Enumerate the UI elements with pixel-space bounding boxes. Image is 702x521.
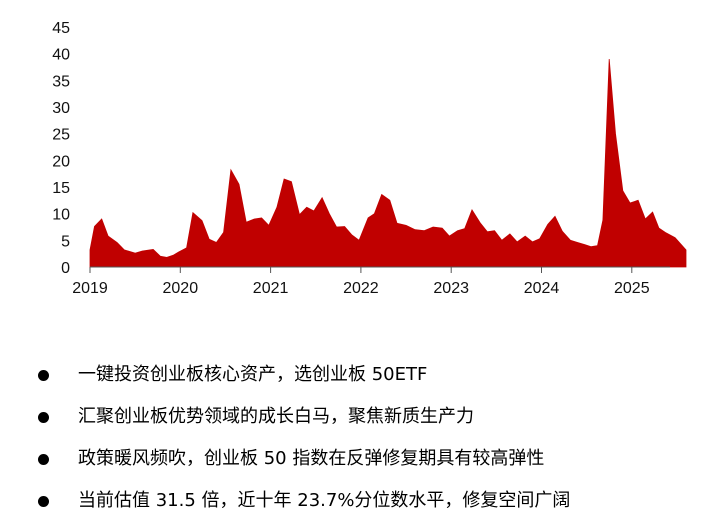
x-tick-label: 2022	[343, 280, 379, 297]
y-tick-label: 0	[61, 260, 70, 277]
bullet-text: 一键投资创业板核心资产，选创业板 50ETF	[78, 364, 428, 385]
x-tick-label: 2024	[524, 280, 560, 297]
y-tick-label: 20	[52, 153, 70, 170]
list-item: 当前估值 31.5 倍，近十年 23.7%分位数水平，修复空间广阔	[0, 486, 702, 516]
y-axis-ticks: 0 5 10 15 20 25 30 35 40 45	[52, 20, 70, 277]
list-item: 一键投资创业板核心资产，选创业板 50ETF	[0, 360, 702, 390]
bullet-dot-icon	[38, 496, 49, 507]
bullet-text: 政策暖风频吹，创业板 50 指数在反弹修复期具有较高弹性	[78, 448, 545, 469]
bullet-list: 一键投资创业板核心资产，选创业板 50ETF 汇聚创业板优势领域的成长白马，聚焦…	[0, 350, 702, 521]
list-item: 政策暖风频吹，创业板 50 指数在反弹修复期具有较高弹性	[0, 444, 702, 474]
y-tick-label: 5	[61, 233, 70, 250]
x-tick-label: 2025	[614, 280, 650, 297]
y-tick-label: 40	[52, 47, 70, 64]
bullet-dot-icon	[38, 454, 49, 465]
x-tick-label: 2019	[72, 280, 108, 297]
x-axis-ticks: 2019 2020 2021 2022 2023 2024 2025	[72, 267, 650, 297]
y-tick-label: 30	[52, 100, 70, 117]
y-tick-label: 35	[52, 73, 70, 90]
y-tick-label: 25	[52, 127, 70, 144]
y-tick-label: 10	[52, 207, 70, 224]
x-tick-label: 2020	[163, 280, 199, 297]
bullet-text: 汇聚创业板优势领域的成长白马，聚焦新质生产力	[78, 406, 474, 427]
bullet-text: 当前估值 31.5 倍，近十年 23.7%分位数水平，修复空间广阔	[78, 490, 571, 511]
x-tick-label: 2021	[253, 280, 289, 297]
series-area	[89, 58, 687, 268]
y-tick-label: 45	[52, 20, 70, 37]
bullet-dot-icon	[38, 412, 49, 423]
x-tick-label: 2023	[433, 280, 469, 297]
y-tick-label: 15	[52, 180, 70, 197]
bullet-dot-icon	[38, 370, 49, 381]
list-item: 汇聚创业板优势领域的成长白马，聚焦新质生产力	[0, 402, 702, 432]
